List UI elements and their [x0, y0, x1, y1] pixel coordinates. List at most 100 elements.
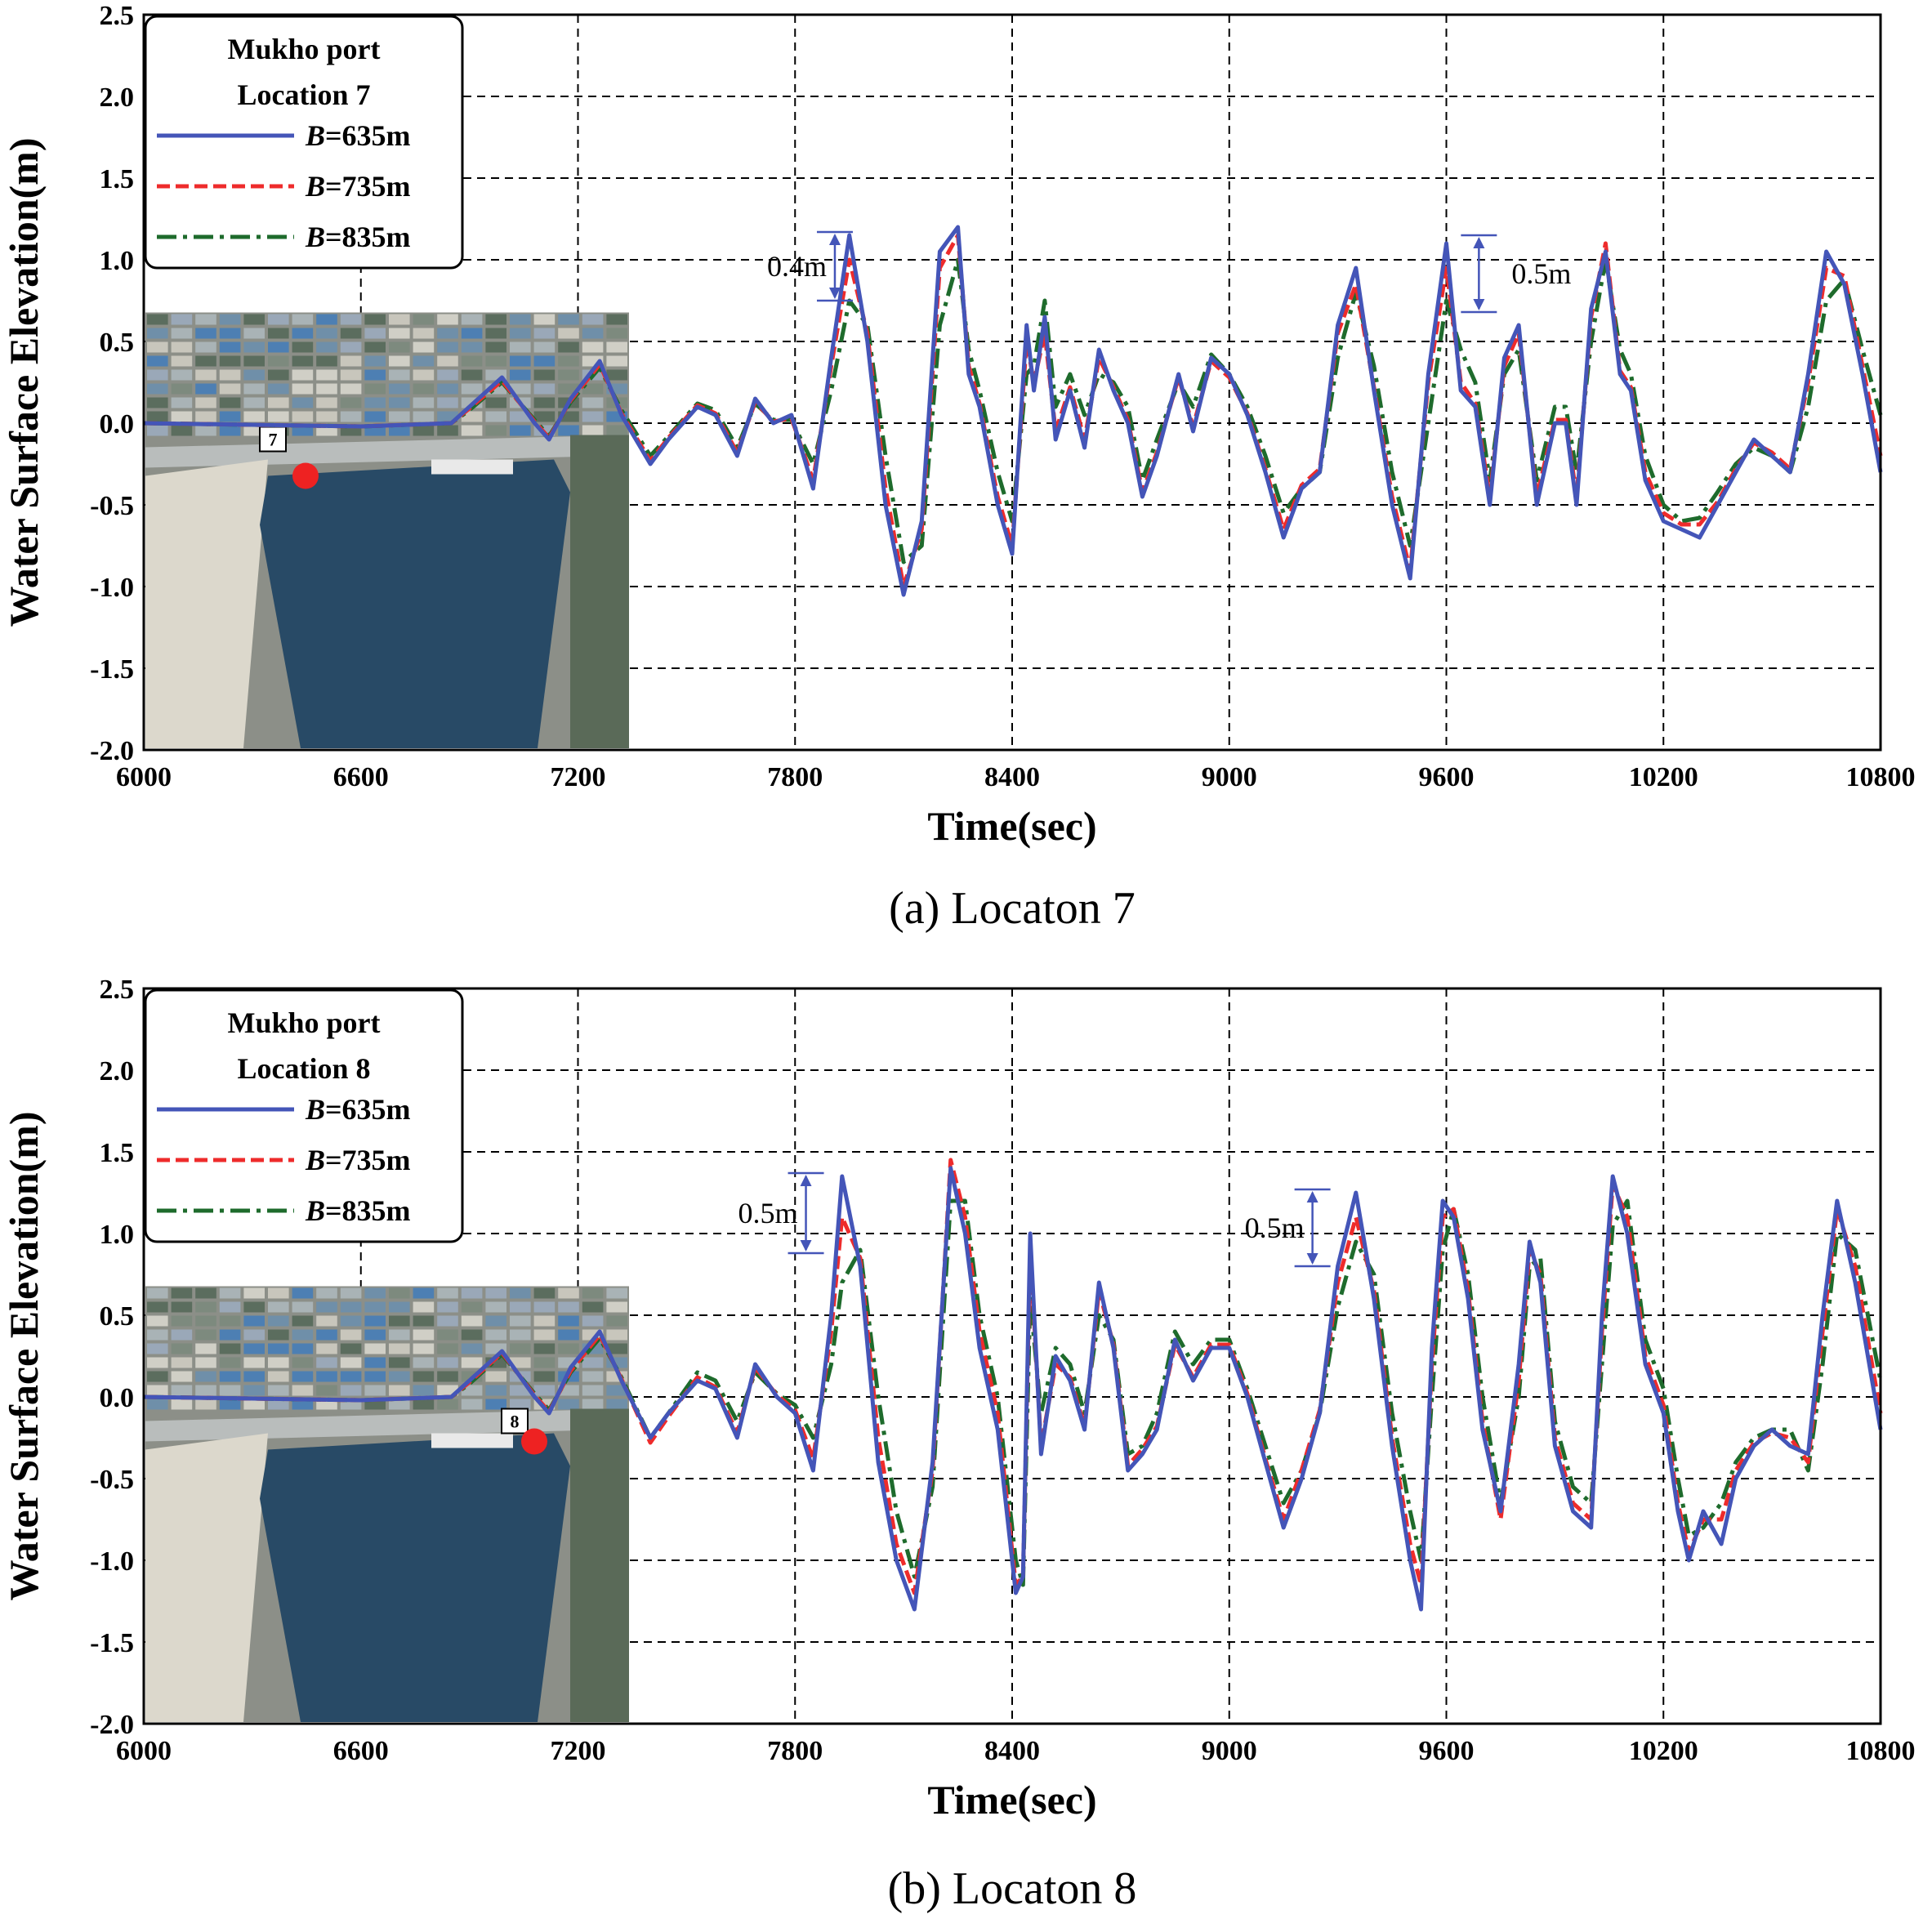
inset-building	[316, 411, 337, 422]
inset-building	[485, 1385, 506, 1396]
y-tick-label: -1.5	[90, 1628, 134, 1658]
inset-building	[461, 1399, 483, 1410]
bracket-arrow-down	[828, 288, 841, 299]
inset-building	[413, 1315, 435, 1327]
inset-map: 7	[145, 312, 629, 748]
inset-building	[340, 1371, 362, 1382]
inset-building	[437, 1343, 458, 1354]
inset-building	[292, 1371, 314, 1382]
inset-building	[558, 328, 579, 339]
inset-building	[606, 355, 627, 367]
inset-building	[582, 383, 604, 395]
inset-building	[485, 1371, 506, 1382]
inset-building	[171, 1385, 193, 1396]
inset-building	[340, 1329, 362, 1341]
inset-building	[268, 1357, 289, 1368]
inset-building	[437, 1399, 458, 1410]
inset-building	[243, 383, 265, 395]
inset-building	[219, 1399, 241, 1410]
inset-building	[582, 1315, 604, 1327]
inset-building	[461, 1329, 483, 1341]
inset-building	[147, 1287, 168, 1299]
legend-entry-variable: B	[305, 221, 325, 253]
inset-building	[606, 1329, 627, 1341]
inset-building	[292, 314, 314, 325]
inset-building	[510, 1357, 531, 1368]
inset-building	[195, 1371, 216, 1382]
inset-building	[268, 314, 289, 325]
inset-building	[219, 341, 241, 353]
y-tick-label: -2.0	[90, 1710, 134, 1740]
inset-building	[219, 1301, 241, 1313]
inset-building	[243, 1371, 265, 1382]
y-tick-label: -1.5	[90, 654, 134, 685]
legend-entry-label: B=735m	[305, 170, 411, 203]
inset-building	[510, 1315, 531, 1327]
legend-entry-variable: B	[305, 119, 325, 152]
inset-building	[195, 1343, 216, 1354]
inset-building	[171, 328, 193, 339]
inset-building	[437, 397, 458, 408]
bracket-arrow-down	[1306, 1253, 1318, 1265]
annotation-label: 0.5m	[1511, 257, 1571, 290]
bracket-arrow-up	[1473, 237, 1485, 248]
inset-building	[292, 1357, 314, 1368]
inset-building	[510, 411, 531, 422]
inset-building	[364, 383, 386, 395]
bracket-arrow-down	[1473, 299, 1485, 310]
inset-building	[606, 1301, 627, 1313]
inset-building	[389, 1343, 410, 1354]
inset-building	[606, 369, 627, 381]
inset-building	[219, 383, 241, 395]
annotation-label: 0.4m	[767, 250, 827, 283]
inset-building	[413, 1385, 435, 1396]
inset-building	[195, 1287, 216, 1299]
inset-building	[461, 1287, 483, 1299]
inset-building	[533, 1329, 556, 1341]
inset-building	[268, 397, 289, 408]
inset-building	[316, 355, 337, 367]
inset-building	[340, 355, 362, 367]
inset-building	[461, 1315, 483, 1327]
inset-building	[389, 1357, 410, 1368]
inset-building	[413, 411, 435, 422]
inset-building	[316, 369, 337, 381]
inset-building	[558, 1287, 579, 1299]
inset-building	[243, 355, 265, 367]
inset-building	[413, 369, 435, 381]
inset-building	[268, 411, 289, 422]
x-tick-label: 7200	[551, 762, 606, 792]
inset-building	[364, 355, 386, 367]
inset-building	[292, 1301, 314, 1313]
inset-building	[533, 383, 556, 395]
inset-building	[461, 411, 483, 422]
legend-entry-label: B=735m	[305, 1144, 411, 1176]
x-tick-label: 10200	[1629, 1736, 1698, 1766]
inset-building	[243, 397, 265, 408]
inset-building	[413, 328, 435, 339]
inset-building	[461, 341, 483, 353]
inset-building	[292, 397, 314, 408]
inset-building	[171, 1315, 193, 1327]
inset-building	[268, 355, 289, 367]
inset-building	[558, 314, 579, 325]
inset-building	[147, 1315, 168, 1327]
inset-building	[485, 411, 506, 422]
inset-building	[340, 1357, 362, 1368]
inset-building	[171, 355, 193, 367]
panel-caption: (a) Locaton 7	[889, 883, 1136, 934]
x-tick-label: 7200	[551, 1736, 606, 1766]
legend-title-line: Location 7	[237, 78, 370, 111]
inset-building	[219, 328, 241, 339]
inset-building	[533, 1343, 556, 1354]
inset-building	[510, 1287, 531, 1299]
inset-building	[219, 397, 241, 408]
panel-caption: (b) Locaton 8	[888, 1863, 1137, 1914]
inset-building	[389, 369, 410, 381]
inset-building	[558, 1343, 579, 1354]
inset-building	[340, 341, 362, 353]
inset-building	[510, 1385, 531, 1396]
inset-building	[558, 425, 579, 436]
inset-building	[364, 1385, 386, 1396]
inset-building	[413, 341, 435, 353]
